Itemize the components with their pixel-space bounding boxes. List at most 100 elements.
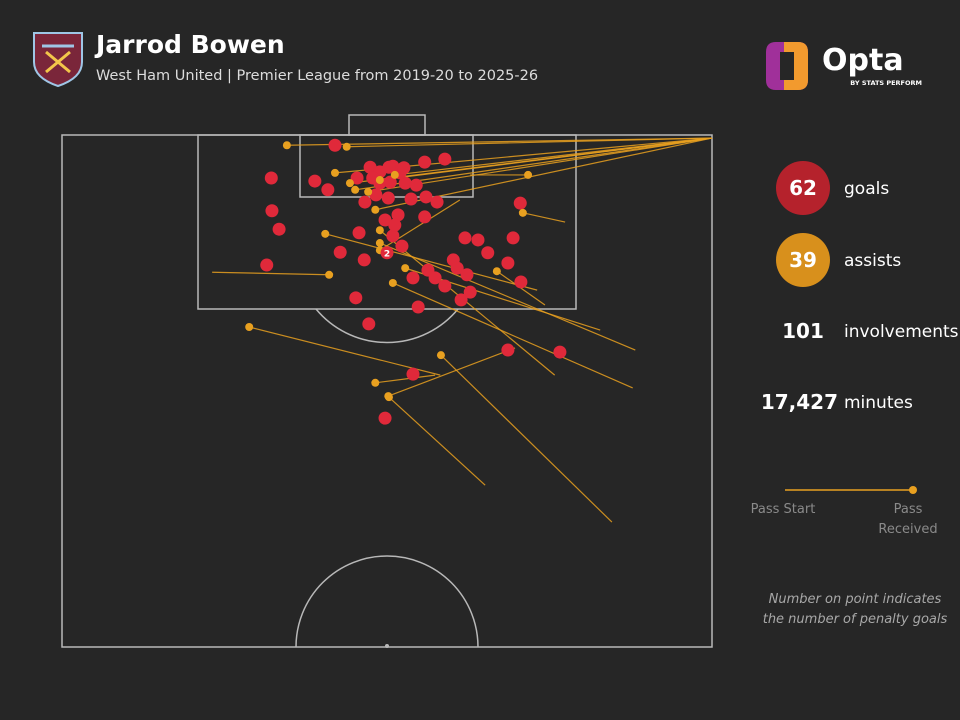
note: Number on point indicates the number of … xyxy=(762,592,948,627)
stat-badge xyxy=(776,233,830,287)
subtitle: West Ham United | Premier League from 20… xyxy=(96,68,538,84)
assist-pass xyxy=(392,282,633,389)
goal xyxy=(350,171,364,185)
goal xyxy=(383,175,397,189)
assist-received xyxy=(371,205,380,214)
goal xyxy=(260,258,274,272)
assist-pass xyxy=(522,212,566,223)
assist-received xyxy=(351,185,360,194)
assist-received xyxy=(325,270,334,279)
assist-pass xyxy=(346,137,713,148)
assist-received xyxy=(371,378,380,387)
legend-end: Pass Received xyxy=(878,502,938,537)
assist-received xyxy=(342,142,351,151)
stat-value: 62 xyxy=(789,176,817,200)
goal xyxy=(454,293,468,307)
assist-received xyxy=(492,267,501,276)
goal xyxy=(398,176,412,190)
goal xyxy=(362,317,376,331)
goal xyxy=(333,245,347,259)
goal xyxy=(406,271,420,285)
goal xyxy=(481,246,495,260)
legend xyxy=(785,486,917,494)
assist-pass xyxy=(440,354,613,523)
goal xyxy=(428,271,442,285)
goal xyxy=(397,161,411,175)
assist-received xyxy=(375,226,384,235)
goal xyxy=(514,275,528,289)
stat-label: goals xyxy=(844,179,889,199)
goal xyxy=(328,138,342,152)
goal xyxy=(378,411,392,425)
brand-logo xyxy=(766,42,808,90)
goal xyxy=(348,114,426,136)
centre-spot xyxy=(385,644,389,648)
goal xyxy=(321,183,335,197)
assist-received xyxy=(518,208,527,217)
goal xyxy=(357,253,371,267)
stat-value: 101 xyxy=(782,319,824,343)
marks: 2 xyxy=(212,137,713,523)
assist-received xyxy=(390,170,399,179)
goal xyxy=(381,191,395,205)
goal xyxy=(382,160,396,174)
stats: 62 goals 39 assists 101 involvements 17,427 min… xyxy=(761,161,959,414)
goal xyxy=(418,155,432,169)
goal xyxy=(349,291,363,305)
stat-label: assists xyxy=(844,251,901,271)
assist-pass xyxy=(249,326,441,376)
stat-label: minutes xyxy=(844,393,913,413)
goal xyxy=(553,345,567,359)
goal xyxy=(369,188,383,202)
stat-label: involvements xyxy=(844,322,959,342)
goal xyxy=(430,195,444,209)
brand-name: Opta xyxy=(822,43,904,78)
penalty-arc xyxy=(315,308,459,344)
goal xyxy=(513,196,527,210)
assist-received xyxy=(375,176,384,185)
assist-received xyxy=(245,323,254,331)
goal xyxy=(265,204,279,218)
legend-dot xyxy=(909,486,917,494)
goal xyxy=(358,195,372,209)
assist-received xyxy=(331,168,339,177)
goal xyxy=(419,190,433,204)
goal xyxy=(308,174,322,188)
stat-value: 17,427 xyxy=(761,390,838,414)
assist-received xyxy=(384,392,393,401)
assist-received xyxy=(401,264,410,273)
goal xyxy=(395,239,409,253)
assist-received xyxy=(364,187,373,196)
goal xyxy=(460,268,474,282)
penalty-count: 2 xyxy=(384,249,390,259)
goal xyxy=(264,171,278,185)
goal xyxy=(458,231,472,245)
goal xyxy=(471,233,485,247)
goal xyxy=(411,300,425,314)
pitch-outline xyxy=(61,134,713,648)
goal xyxy=(388,218,402,232)
goal xyxy=(501,343,515,357)
goal xyxy=(404,192,418,206)
assist-received xyxy=(282,141,291,150)
goal xyxy=(450,261,464,275)
club-crest xyxy=(33,32,83,88)
assist-pass xyxy=(388,396,486,486)
assist-received xyxy=(436,351,445,360)
assist-received xyxy=(345,179,354,188)
assist-pass xyxy=(325,233,538,291)
assist-pass xyxy=(375,374,436,384)
goal xyxy=(406,367,420,381)
goal xyxy=(272,222,286,236)
goal xyxy=(501,256,515,270)
assist-received xyxy=(524,170,533,179)
goal xyxy=(386,229,400,243)
assist-pass xyxy=(368,137,713,193)
brand-sub: BY STATS PERFORM xyxy=(850,79,922,87)
title: Jarrod Bowen xyxy=(94,30,285,59)
goal xyxy=(366,171,380,185)
goal xyxy=(391,208,405,222)
assist-received xyxy=(388,278,397,287)
goal xyxy=(352,226,366,240)
